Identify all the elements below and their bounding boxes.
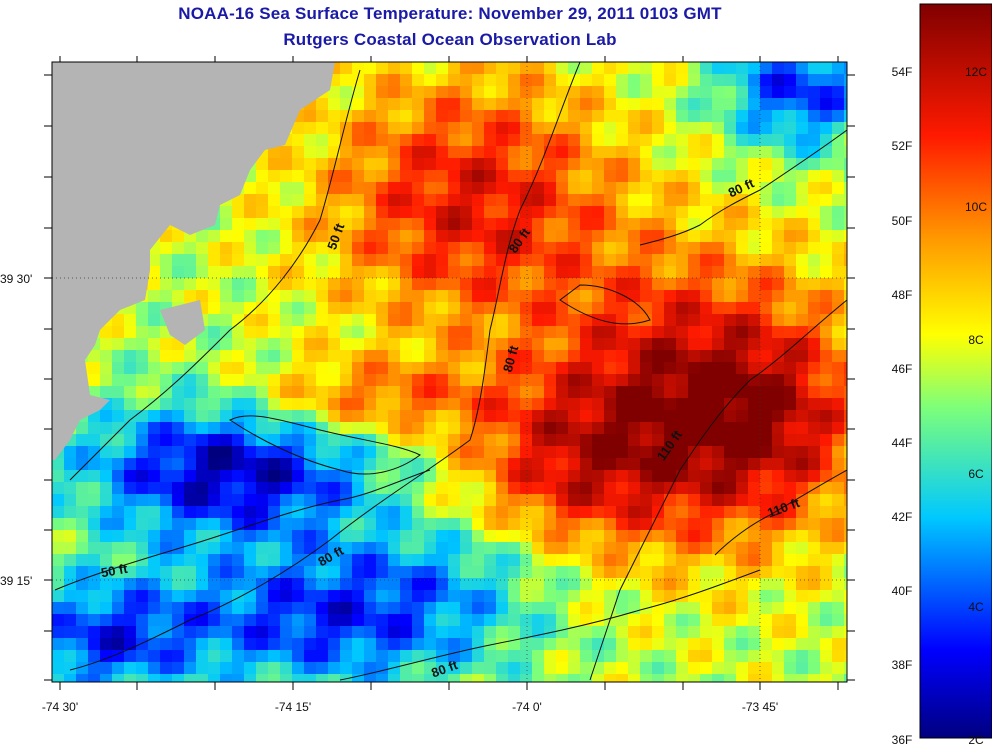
map-title: NOAA-16 Sea Surface Temperature: Novembe…: [178, 4, 722, 23]
depth-contour-50ft-south: [54, 469, 431, 591]
colorbar-c-label: 4C: [968, 600, 984, 614]
colorbar-f-label: 48F: [892, 288, 913, 302]
contour-depth-label: 80 ft: [500, 343, 522, 373]
colorbar-f-label: 54F: [892, 65, 913, 79]
colorbar-f-label: 44F: [892, 436, 913, 450]
shoal-contour: [229, 415, 421, 475]
land-inlet: [160, 300, 205, 345]
colorbar-f-label: 42F: [892, 510, 913, 524]
colorbar-f-label: 40F: [892, 584, 913, 598]
colorbar-f-label: 52F: [892, 139, 913, 153]
graticule: [52, 62, 847, 682]
map-subtitle: Rutgers Coastal Ocean Observation Lab: [283, 30, 617, 49]
depth-contour-80ft: [69, 62, 581, 671]
colorbar-c-label: 10C: [965, 200, 987, 214]
lon-tick-label-4: -73 45': [742, 700, 778, 714]
depth-contour-80ft-east: [639, 129, 847, 246]
colorbar-c-label: 8C: [968, 333, 984, 347]
colorbar-c-label: 6C: [968, 467, 984, 481]
depth-contour-80ft-south: [339, 569, 761, 681]
lon-tick-label-2: -74 15': [275, 700, 311, 714]
colorbar-c-label: 12C: [965, 65, 987, 79]
depth-contour-50ft: [69, 69, 361, 481]
contour-depth-label: 50 ft: [100, 561, 130, 581]
lat-tick-label-1: 39 30': [0, 272, 32, 286]
land-mass: [52, 62, 335, 460]
lon-tick-label-3: -74 0': [512, 700, 542, 714]
shoal-contour-2: [559, 284, 651, 325]
colorbar-f-label: 38F: [892, 658, 913, 672]
colorbar-f-label: 36F: [892, 733, 913, 747]
colorbar-f-label: 50F: [892, 214, 913, 228]
colorbar-c-label: 2C: [968, 733, 984, 747]
depth-contour-110ft: [589, 299, 847, 681]
colorbar-f-label: 46F: [892, 362, 913, 376]
lat-tick-label-2: 39 15': [0, 574, 32, 588]
lon-tick-label-1: -74 30': [42, 700, 78, 714]
colorbar: 54F 52F 50F 48F 46F 44F 42F 40F 38F 36F …: [892, 3, 992, 747]
depth-contour-110ft-east: [714, 469, 847, 556]
